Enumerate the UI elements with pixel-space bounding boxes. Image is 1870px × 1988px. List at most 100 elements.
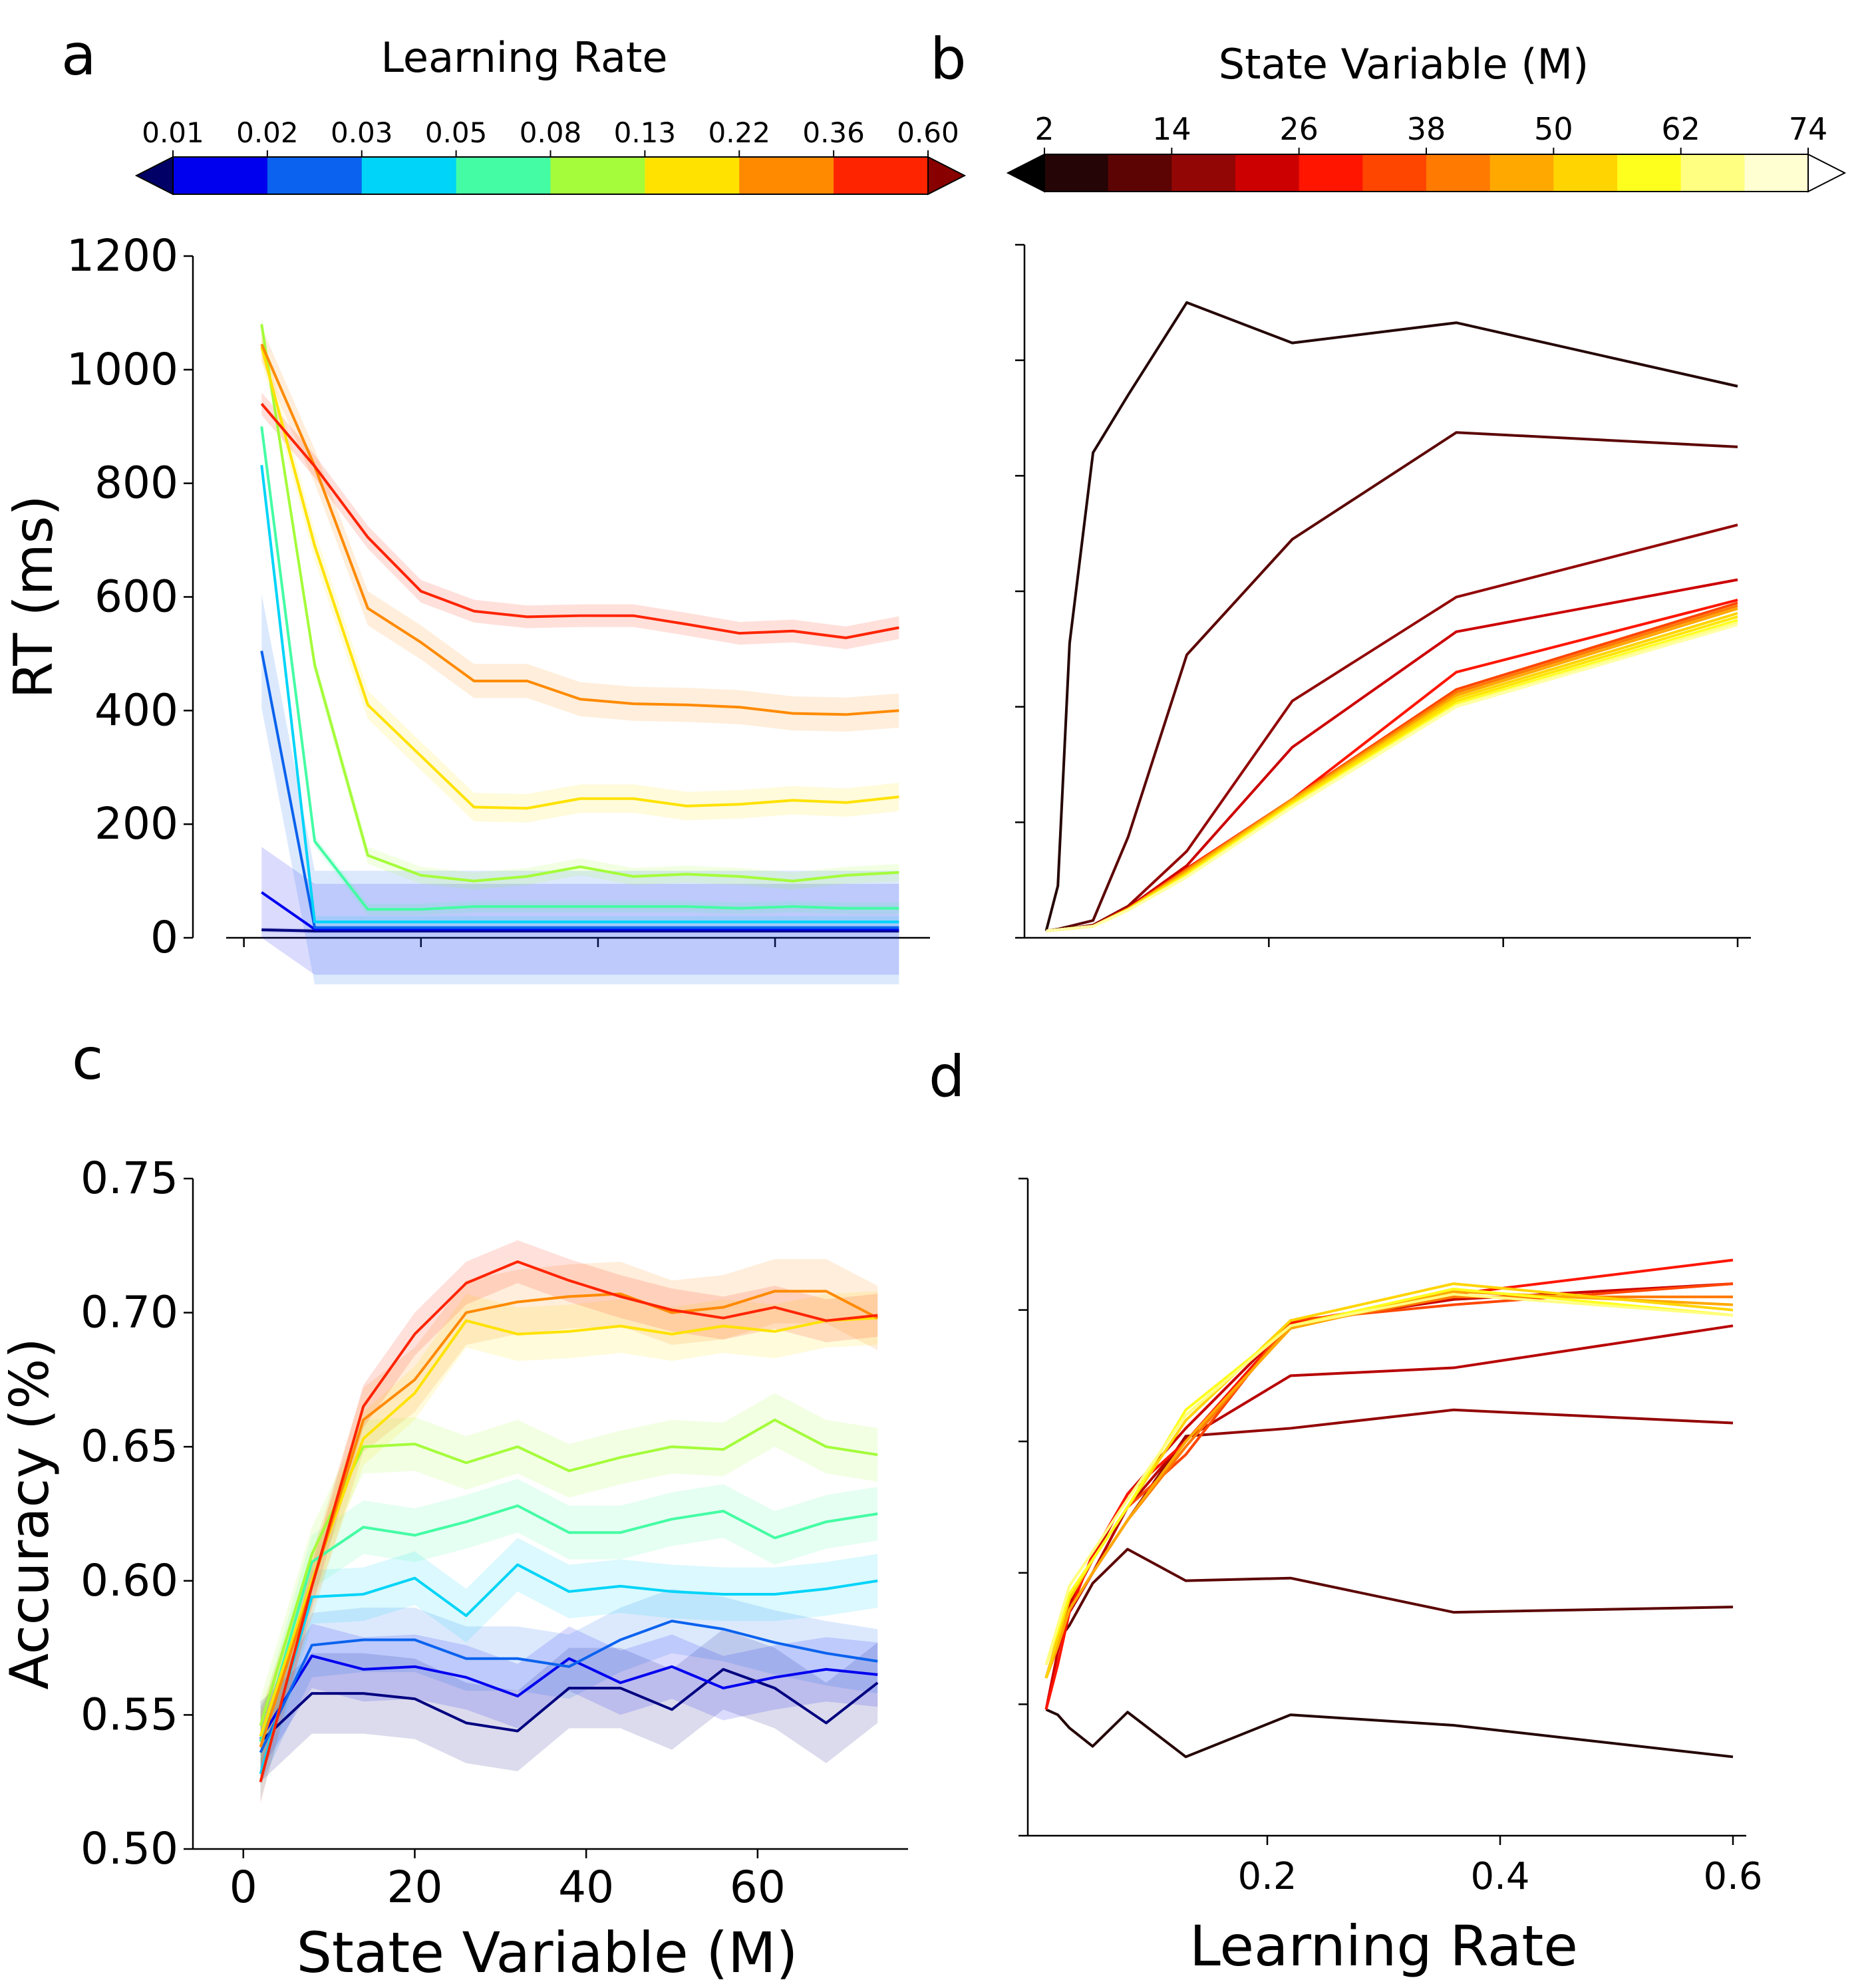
series-line-0.02 (261, 891, 899, 931)
y-tick-label: 0.55 (80, 1689, 178, 1740)
colorbar-lr-tick-label: 0.60 (897, 116, 959, 149)
colorbar-sv-swatch-3 (1235, 154, 1300, 192)
colorbar-sv-over-arrow (1807, 153, 1847, 193)
panel-b-rt-vs-learning-rate (1015, 243, 1751, 947)
y-tick-label: 0.65 (80, 1421, 178, 1472)
colorbar-lr-swatch-3 (456, 157, 551, 194)
y-tick-label: 400 (94, 684, 178, 736)
series-line-56 (1046, 615, 1738, 932)
error-band-0.36 (260, 1258, 878, 1780)
colorbar-lr-tick-label: 0.13 (614, 116, 677, 149)
y-axis-label: Accuracy (%) (0, 1338, 61, 1689)
series-line-14 (1044, 1408, 1734, 1679)
y-tick-label: 200 (94, 798, 178, 849)
series-line-8 (1046, 431, 1738, 932)
colorbar-lr-tick-label: 0.03 (331, 116, 393, 149)
colorbar-sv-swatch-9 (1617, 154, 1682, 192)
series-line-14 (1046, 523, 1738, 932)
colorbar-sv-swatch-1 (1108, 154, 1172, 192)
panel-c-accuracy-vs-state-variable: 0.50 0.55 0.60 0.65 0.70 0.75 0 20 40 60 Accuracy … (0, 1153, 908, 1985)
colorbar-sv-tick-label: 14 (1152, 111, 1191, 147)
series-line-74 (1046, 623, 1738, 932)
y-axis-label: RT (ms) (3, 495, 65, 698)
x-tick-label: 20 (387, 1862, 442, 1913)
error-band-0.36 (261, 327, 899, 732)
colorbar-lr-swatch-4 (550, 157, 645, 194)
series-line-2 (1045, 1708, 1734, 1759)
colorbar-lr-swatch-2 (361, 157, 457, 194)
series-line-0.13 (259, 1418, 878, 1727)
colorbar-lr-tick-label: 0.22 (708, 116, 770, 149)
panel-label-a: a (61, 22, 96, 88)
x-tick-label: 0.2 (1237, 1855, 1297, 1898)
series-line-0.22 (260, 347, 899, 810)
panel-d-accuracy-vs-learning-rate: 0.2 0.4 0.6 Learning Rate (1018, 1177, 1763, 1979)
series-line-0.36 (260, 343, 899, 716)
series-line-0.02 (259, 1654, 878, 1740)
x-axis-label: State Variable (M) (297, 1920, 798, 1985)
series-line-0.01 (261, 928, 899, 932)
colorbar-sv-swatch-8 (1553, 154, 1618, 192)
colorbar-lr-swatch-0 (173, 157, 268, 194)
error-band-0.13 (260, 1393, 878, 1753)
y-tick-label: 0.50 (80, 1823, 178, 1874)
error-band-0.02 (260, 1624, 878, 1772)
panel-label-c: c (72, 1026, 103, 1093)
series-line-26 (1044, 1282, 1734, 1710)
colorbar-learning-rate: 0.01 0.02 0.03 0.05 0.08 0.13 0.22 0.36 0.60 (134, 116, 967, 196)
colorbar-sv-tick-label: 38 (1407, 111, 1446, 147)
series-line-0.05 (260, 465, 899, 924)
panel-a-rt-vs-state-variable: 0 200 400 600 800 1000 1200 RT (ms) (3, 230, 930, 985)
colorbar-sv-swatch-2 (1171, 154, 1236, 192)
colorbar-lr-swatch-6 (739, 157, 834, 194)
y-tick-label: 1200 (67, 230, 178, 281)
colorbar-lr-swatch-5 (645, 157, 740, 194)
series-line-0.01 (259, 1667, 879, 1743)
colorbar-lr-under-arrow (134, 156, 174, 196)
colorbar-state-variable-title: State Variable (M) (1219, 40, 1589, 88)
colorbar-sv-under-arrow (1006, 153, 1045, 193)
colorbar-lr-tick-label: 0.01 (142, 116, 204, 149)
series-line-0.05 (259, 1563, 878, 1775)
series-line-0.03 (260, 650, 899, 929)
colorbar-lr-tick-label: 0.05 (425, 116, 488, 149)
colorbar-sv-swatch-4 (1299, 154, 1363, 192)
series-line-2 (1044, 301, 1738, 932)
y-tick-label: 1000 (67, 344, 178, 395)
error-band-0.08 (260, 1479, 878, 1769)
series-line-68 (1044, 1292, 1734, 1665)
colorbar-lr-tick-label: 0.36 (802, 116, 865, 149)
y-tick-label: 0.60 (80, 1555, 178, 1606)
series-line-0.22 (259, 1316, 878, 1737)
x-tick-label: 0 (230, 1862, 257, 1913)
colorbar-lr-swatch-1 (267, 157, 363, 194)
y-tick-label: 0.75 (80, 1153, 178, 1204)
colorbar-sv-tick-label: 74 (1789, 111, 1828, 147)
colorbar-sv-swatch-5 (1362, 154, 1427, 192)
x-tick-label: 0.6 (1703, 1855, 1762, 1898)
panel-label-d: d (929, 1044, 965, 1110)
colorbar-lr-over-arrow (927, 156, 967, 196)
colorbar-lr-tick-label: 0.02 (236, 116, 299, 149)
series-line-32 (1044, 1258, 1734, 1710)
y-tick-label: 800 (94, 458, 178, 509)
x-axis-label: Learning Rate (1189, 1914, 1578, 1979)
series-line-0.36 (259, 1290, 879, 1748)
series-line-0.13 (260, 324, 899, 883)
colorbar-sv-tick-label: 50 (1534, 111, 1573, 147)
error-band-0.02 (261, 847, 899, 975)
error-band-0.03 (261, 594, 899, 985)
series-line-20 (1046, 578, 1738, 932)
series-line-50 (1044, 1290, 1734, 1679)
colorbar-sv-tick-label: 26 (1279, 111, 1319, 147)
colorbar-sv-swatch-0 (1044, 154, 1109, 192)
y-tick-label: 600 (94, 571, 178, 623)
series-line-0.60 (260, 402, 899, 639)
series-line-20 (1044, 1324, 1734, 1679)
x-tick-label: 0.4 (1470, 1855, 1529, 1898)
colorbar-sv-tick-label: 62 (1661, 111, 1700, 147)
error-band-0.22 (260, 1291, 878, 1763)
error-band-0.05 (260, 1538, 878, 1801)
error-band-0.03 (260, 1588, 878, 1785)
